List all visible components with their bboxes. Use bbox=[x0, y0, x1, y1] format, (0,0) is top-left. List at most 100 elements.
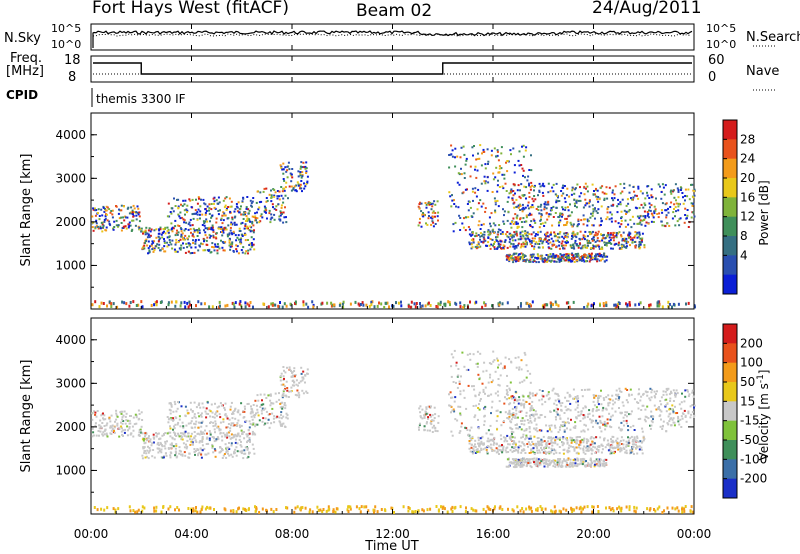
echo-cell bbox=[113, 426, 116, 429]
echo-cell bbox=[284, 186, 287, 189]
echo-cell bbox=[537, 231, 540, 234]
echo-cell bbox=[471, 187, 474, 190]
echo-cell bbox=[188, 235, 190, 238]
echo-cell bbox=[197, 412, 200, 415]
echo-cell bbox=[470, 215, 473, 218]
echo-cell bbox=[606, 255, 609, 258]
echo-cell bbox=[251, 222, 254, 225]
echo-cell bbox=[249, 199, 252, 202]
echo-cell bbox=[118, 208, 120, 211]
echo-cell bbox=[535, 457, 538, 460]
echo-cell bbox=[434, 429, 437, 432]
echo-cell bbox=[594, 257, 597, 260]
echo-cell bbox=[255, 412, 257, 415]
echo-cell bbox=[528, 238, 531, 241]
echo-cell bbox=[572, 243, 575, 246]
echo-cell bbox=[470, 443, 473, 446]
echo-cell bbox=[184, 430, 187, 433]
echo-cell bbox=[523, 457, 526, 460]
echo-cell bbox=[642, 404, 645, 407]
echo-cell bbox=[458, 183, 461, 186]
echo-cell bbox=[557, 258, 560, 261]
echo-cell bbox=[472, 238, 475, 241]
echo-cell bbox=[646, 185, 649, 188]
echo-cell bbox=[489, 238, 492, 241]
echo-cell bbox=[598, 462, 601, 465]
echo-cell bbox=[561, 235, 564, 238]
echo-cell bbox=[619, 390, 622, 393]
echo-cell bbox=[163, 455, 165, 458]
echo-cell bbox=[511, 239, 514, 242]
echo-cell bbox=[613, 193, 616, 196]
echo-cell bbox=[589, 443, 592, 446]
echo-cell bbox=[488, 362, 491, 365]
echo-cell bbox=[170, 405, 173, 408]
echo-cell bbox=[535, 423, 538, 426]
echo-cell bbox=[120, 412, 123, 415]
echo-cell bbox=[176, 224, 179, 227]
echo-cell bbox=[198, 441, 201, 444]
echo-cell bbox=[623, 209, 626, 212]
echo-cell bbox=[496, 236, 499, 238]
echo-cell bbox=[672, 410, 675, 413]
ground-scatter-cell bbox=[218, 300, 221, 304]
echo-cell bbox=[608, 401, 611, 404]
echo-cell bbox=[171, 227, 173, 230]
echo-cell bbox=[531, 226, 534, 229]
echo-cell bbox=[167, 202, 170, 205]
echo-cell bbox=[595, 409, 598, 412]
echo-cell bbox=[472, 353, 475, 356]
ground-scatter-cell bbox=[395, 301, 397, 305]
ground-scatter-cell bbox=[102, 302, 105, 305]
echo-cell bbox=[688, 393, 691, 396]
echo-cell bbox=[189, 199, 192, 202]
echo-cell bbox=[466, 203, 469, 205]
echo-cell bbox=[469, 352, 472, 355]
ground-scatter-cell bbox=[520, 302, 522, 306]
echo-cell bbox=[524, 260, 527, 263]
echo-cell bbox=[509, 381, 512, 384]
echo-cell bbox=[418, 203, 421, 205]
echo-cell bbox=[292, 187, 295, 190]
echo-cell bbox=[607, 233, 610, 236]
echo-cell bbox=[202, 220, 205, 223]
echo-cell bbox=[131, 212, 133, 215]
echo-cell bbox=[95, 222, 98, 225]
echo-cell bbox=[474, 165, 477, 168]
echo-cell bbox=[116, 424, 119, 427]
ground-scatter-cell bbox=[137, 303, 140, 307]
echo-cell bbox=[462, 389, 465, 392]
echo-cell bbox=[588, 409, 591, 412]
echo-cell bbox=[512, 431, 515, 434]
echo-cell bbox=[449, 404, 452, 407]
echo-cell bbox=[634, 234, 637, 237]
echo-cell bbox=[216, 249, 219, 252]
echo-cell bbox=[92, 207, 95, 210]
echo-cell bbox=[157, 240, 160, 243]
echo-cell bbox=[490, 412, 492, 415]
echo-cell bbox=[208, 207, 211, 210]
echo-cell bbox=[530, 240, 533, 242]
echo-cell bbox=[251, 411, 254, 414]
echo-cell bbox=[481, 382, 484, 385]
echo-cell bbox=[571, 235, 573, 238]
echo-cell bbox=[615, 234, 618, 237]
echo-cell bbox=[517, 242, 520, 245]
echo-cell bbox=[598, 464, 601, 467]
echo-cell bbox=[278, 198, 281, 201]
echo-cell bbox=[693, 215, 696, 218]
echo-cell bbox=[176, 229, 178, 232]
echo-cell bbox=[459, 405, 462, 408]
ground-scatter-cell bbox=[285, 304, 288, 308]
echo-cell bbox=[515, 216, 518, 219]
echo-cell bbox=[541, 222, 544, 225]
echo-cell bbox=[144, 434, 147, 436]
echo-cell bbox=[512, 412, 515, 414]
echo-cell bbox=[512, 235, 515, 238]
echo-cell bbox=[298, 381, 301, 384]
echo-cell bbox=[612, 199, 615, 202]
echo-cell bbox=[603, 241, 606, 244]
echo-cell bbox=[535, 233, 538, 235]
echo-cell bbox=[514, 213, 517, 216]
echo-cell bbox=[557, 465, 560, 468]
